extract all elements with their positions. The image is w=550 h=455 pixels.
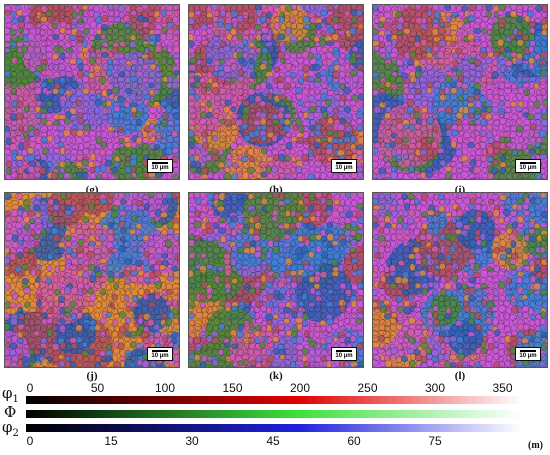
phi1-symbol: φ1 xyxy=(2,384,19,406)
ebsd-map-top-1: 10 µm xyxy=(4,4,180,180)
caption-i: (i) xyxy=(454,184,466,196)
tick-label: 15 xyxy=(104,434,118,448)
ebsd-map-top-2: 10 µm xyxy=(188,4,364,180)
tick-label: 350 xyxy=(492,381,513,395)
scale-bar: 10 µm xyxy=(515,347,541,361)
Phi-colorbar xyxy=(26,410,522,418)
tick-label: 0 xyxy=(26,434,34,448)
phi1-colorbar xyxy=(26,396,522,404)
grain-map xyxy=(373,5,547,179)
tick-label: 75 xyxy=(428,434,442,448)
phi2-symbol: φ2 xyxy=(2,418,19,440)
tick-label: 100 xyxy=(154,381,176,395)
tick-label: 150 xyxy=(222,381,243,395)
tick-label: 0 xyxy=(26,381,34,395)
grain-map xyxy=(189,193,363,367)
ebsd-map-k: 10 µm xyxy=(188,192,364,368)
ebsd-map-l: 10 µm xyxy=(372,192,548,368)
tick-label: 45 xyxy=(266,434,280,448)
tick-label: 60 xyxy=(347,434,361,448)
scale-bar: 10 µm xyxy=(331,159,357,173)
scale-bar: 10 µm xyxy=(147,347,173,361)
grain-map xyxy=(5,5,179,179)
grain-map xyxy=(5,193,179,367)
tick-label: 200 xyxy=(289,381,311,395)
grain-map xyxy=(373,193,547,367)
tick-label: 30 xyxy=(185,434,199,448)
scale-bar: 10 µm xyxy=(515,159,541,173)
ebsd-map-top-3: 10 µm xyxy=(372,4,548,180)
caption-j: (j) xyxy=(86,370,98,382)
tick-label: 250 xyxy=(357,381,378,395)
phi2-colorbar xyxy=(26,424,522,432)
tick-label: 50 xyxy=(90,381,105,395)
Phi-symbol: Φ xyxy=(4,403,17,421)
scale-bar: 10 µm xyxy=(147,159,173,173)
scale-bar: 10 µm xyxy=(331,347,357,361)
caption-k: (k) xyxy=(269,370,283,382)
tick-label: 300 xyxy=(424,381,446,395)
grain-map xyxy=(189,5,363,179)
caption-l: (l) xyxy=(454,370,466,382)
unit-caption: (m) xyxy=(528,440,543,451)
ebsd-map-j: 10 µm xyxy=(4,192,180,368)
